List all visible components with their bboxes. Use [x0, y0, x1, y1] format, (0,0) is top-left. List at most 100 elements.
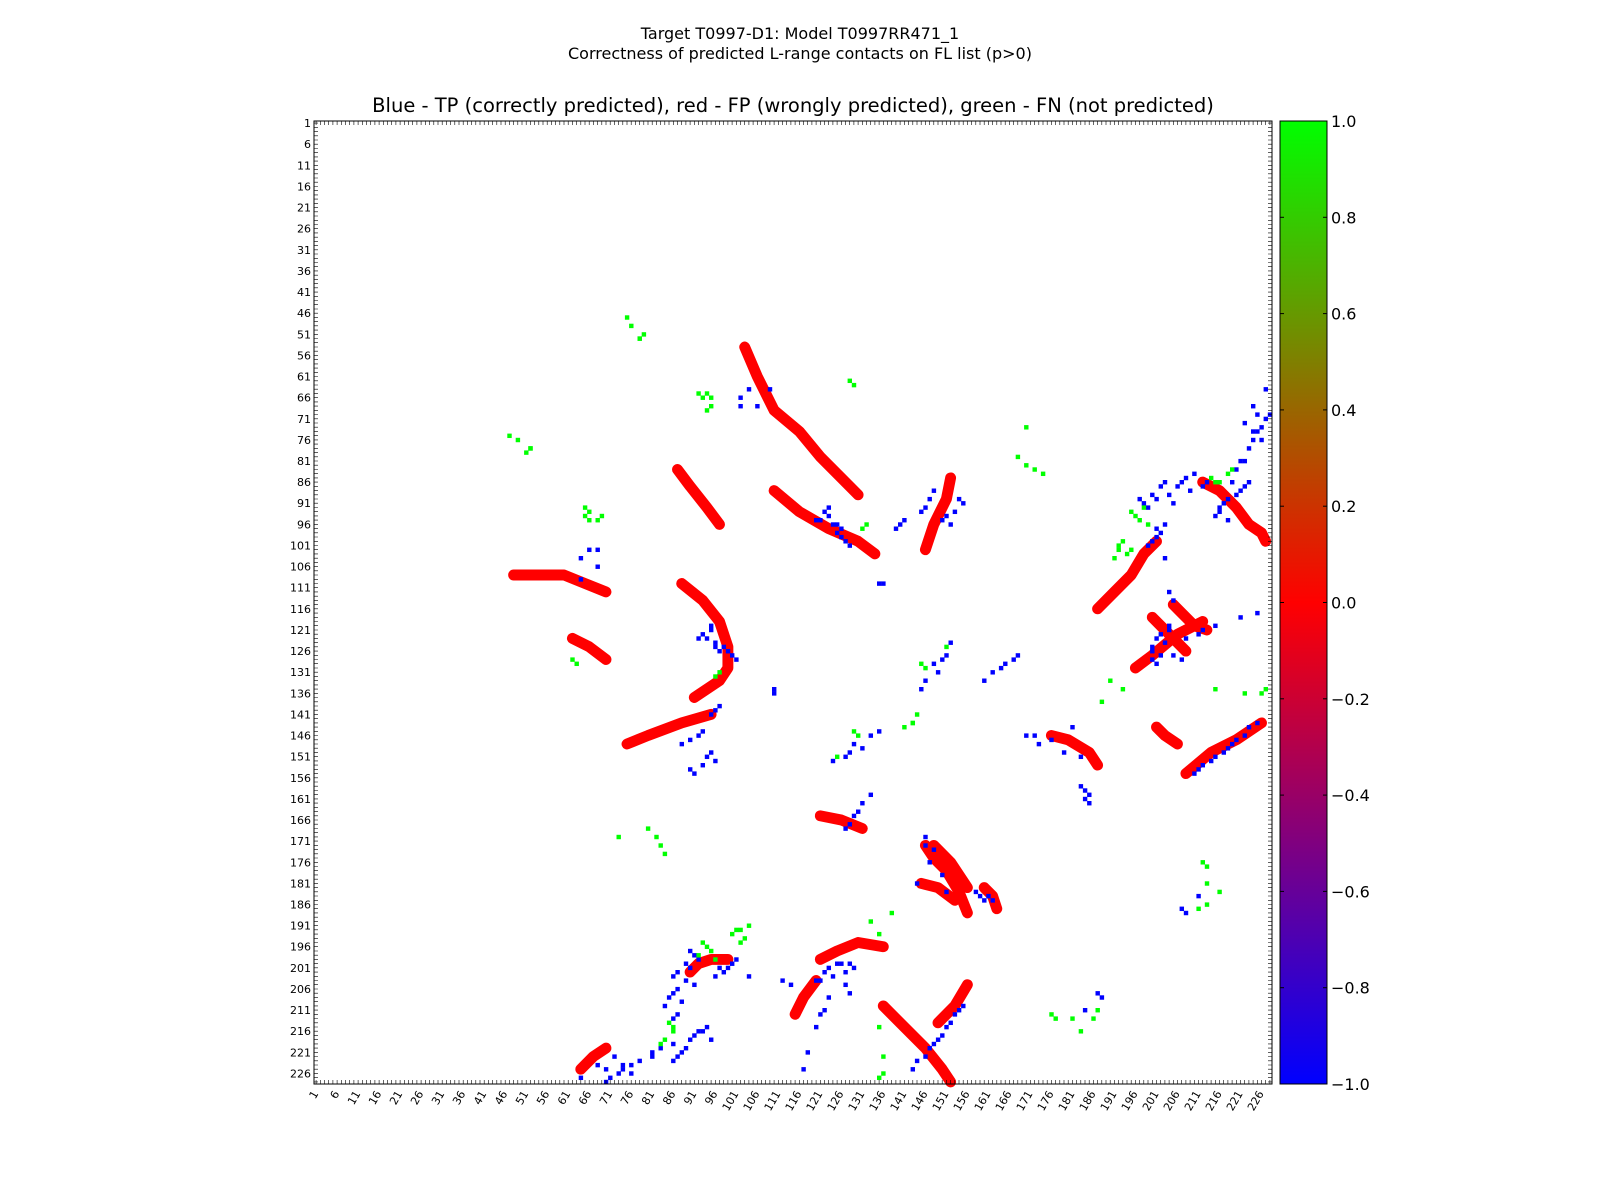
tp-contact-cell — [692, 982, 697, 988]
y-tick-label: 1 — [304, 117, 311, 130]
tp-contact-cell — [814, 1024, 819, 1030]
y-tick-label: 16 — [297, 181, 311, 194]
x-tick-label: 146 — [909, 1089, 931, 1114]
tp-contact-cell — [1263, 387, 1269, 392]
tp-contact-cell — [927, 860, 932, 865]
tp-contact-cell — [1082, 788, 1088, 793]
colorbar-tick-label: 0.4 — [1331, 401, 1356, 420]
tp-contact-cell — [940, 1033, 945, 1038]
tp-contact-cell — [847, 961, 853, 966]
tp-contact-cell — [1238, 615, 1243, 620]
tp-contact-cell — [1246, 446, 1252, 451]
tp-contact-cell — [1150, 657, 1155, 662]
y-tick-label: 116 — [290, 603, 311, 616]
tp-contact-cell — [595, 564, 600, 569]
tp-contact-cell — [688, 948, 693, 954]
tp-contact-cell — [603, 1067, 609, 1072]
tp-contact-cell — [830, 522, 836, 527]
tp-contact-cell — [772, 687, 777, 692]
fn-contact-cell — [704, 944, 710, 950]
tp-contact-cell — [1150, 644, 1155, 650]
tp-contact-cell — [952, 509, 958, 515]
tp-contact-cell — [1087, 801, 1092, 806]
y-tick-label: 31 — [297, 244, 311, 257]
tp-contact-cell — [1242, 484, 1248, 489]
tp-contact-cell — [1032, 733, 1037, 738]
tp-contact-cell — [956, 496, 962, 502]
fn-contact-cell — [704, 408, 710, 413]
tp-contact-cell — [839, 961, 844, 966]
fn-contact-cell — [1213, 687, 1218, 692]
tp-contact-cell — [1259, 437, 1264, 443]
tp-contact-cell — [1234, 467, 1239, 472]
fp-contact-band-26 — [566, 632, 612, 665]
x-tick-label: 176 — [1035, 1089, 1057, 1114]
y-tick-label: 181 — [290, 877, 311, 890]
fn-contact-cell — [696, 953, 701, 958]
y-tick-label: 91 — [297, 497, 311, 510]
tp-contact-cell — [1255, 412, 1260, 417]
fn-contact-cell — [1225, 471, 1231, 477]
tp-contact-cell — [629, 1071, 634, 1076]
tp-contact-cell — [1246, 725, 1252, 730]
tp-contact-cell — [961, 1003, 966, 1009]
tp-contact-cell — [830, 758, 836, 764]
figure-title: Target T0997-D1: Model T0997RR471_1 Corr… — [0, 24, 1600, 64]
tp-contact-cell — [826, 505, 832, 510]
x-tick-label: 11 — [345, 1089, 363, 1108]
fn-contact-cell — [1024, 425, 1029, 430]
tp-contact-cell — [700, 763, 706, 768]
tp-contact-cell — [780, 978, 785, 983]
fn-contact-cell — [1204, 864, 1210, 869]
tp-contact-cell — [923, 678, 928, 683]
tp-contact-cell — [1255, 610, 1260, 616]
tp-contact-cell — [1154, 496, 1159, 502]
colorbar-tick-labels: 1.0 0.8 0.6 0.4 0.2 0.0 −0.2 −0.4 −0.6 −0.8 −1.0 — [1280, 112, 1370, 1094]
fp-contact-band-2 — [768, 485, 881, 560]
x-tick-label: 81 — [639, 1089, 657, 1108]
fn-contact-cell — [944, 644, 949, 650]
x-tick-label: 216 — [1203, 1089, 1225, 1114]
fn-contact-cell — [1137, 518, 1142, 523]
fp-contact-band-7 — [928, 839, 973, 894]
tp-contact-cell — [717, 703, 722, 709]
tp-contact-cell — [1158, 653, 1164, 658]
tp-contact-cell — [919, 687, 924, 692]
tp-contact-cell — [927, 1046, 932, 1051]
tp-contact-cell — [1175, 484, 1180, 489]
tp-contact-cell — [914, 1058, 920, 1064]
tp-contact-cell — [1183, 910, 1189, 916]
tp-contact-cell — [692, 953, 697, 958]
fp-contact-band-15 — [877, 1000, 957, 1088]
tp-contact-cell — [1179, 480, 1185, 485]
fn-contact-cell — [658, 843, 663, 848]
tp-contact-cell — [637, 1058, 642, 1064]
x-tick-label: 71 — [597, 1089, 615, 1108]
tp-contact-cell — [1200, 627, 1206, 633]
fn-contact-cell — [717, 670, 722, 675]
fn-contact-cell — [637, 336, 642, 341]
tp-contact-cell — [1150, 649, 1155, 654]
tp-contact-cell — [944, 513, 949, 519]
tp-contact-cell — [1213, 754, 1218, 760]
tp-contact-cell — [986, 893, 991, 899]
tp-contact-cell — [1225, 496, 1231, 502]
tp-contact-cell — [692, 771, 697, 776]
fn-contact-cell — [1129, 509, 1134, 515]
tp-contact-cell — [860, 746, 865, 751]
y-tick-label: 186 — [290, 899, 311, 912]
tp-contact-cell — [709, 623, 714, 629]
colorbar-tick-label: 0.2 — [1331, 497, 1356, 516]
fn-contact-cell — [1259, 691, 1264, 696]
fp-contact-band-4 — [919, 472, 957, 556]
tp-contact-cell — [671, 1016, 676, 1021]
tp-contact-cell — [818, 518, 823, 523]
fn-contact-cell — [1217, 889, 1222, 895]
tp-contact-cell — [709, 712, 714, 717]
tp-contact-cell — [982, 678, 987, 683]
tp-contact-cell — [877, 729, 882, 734]
tp-contact-cell — [1242, 458, 1248, 464]
fn-contact-cell — [507, 433, 512, 439]
x-tick-label: 96 — [702, 1089, 720, 1108]
